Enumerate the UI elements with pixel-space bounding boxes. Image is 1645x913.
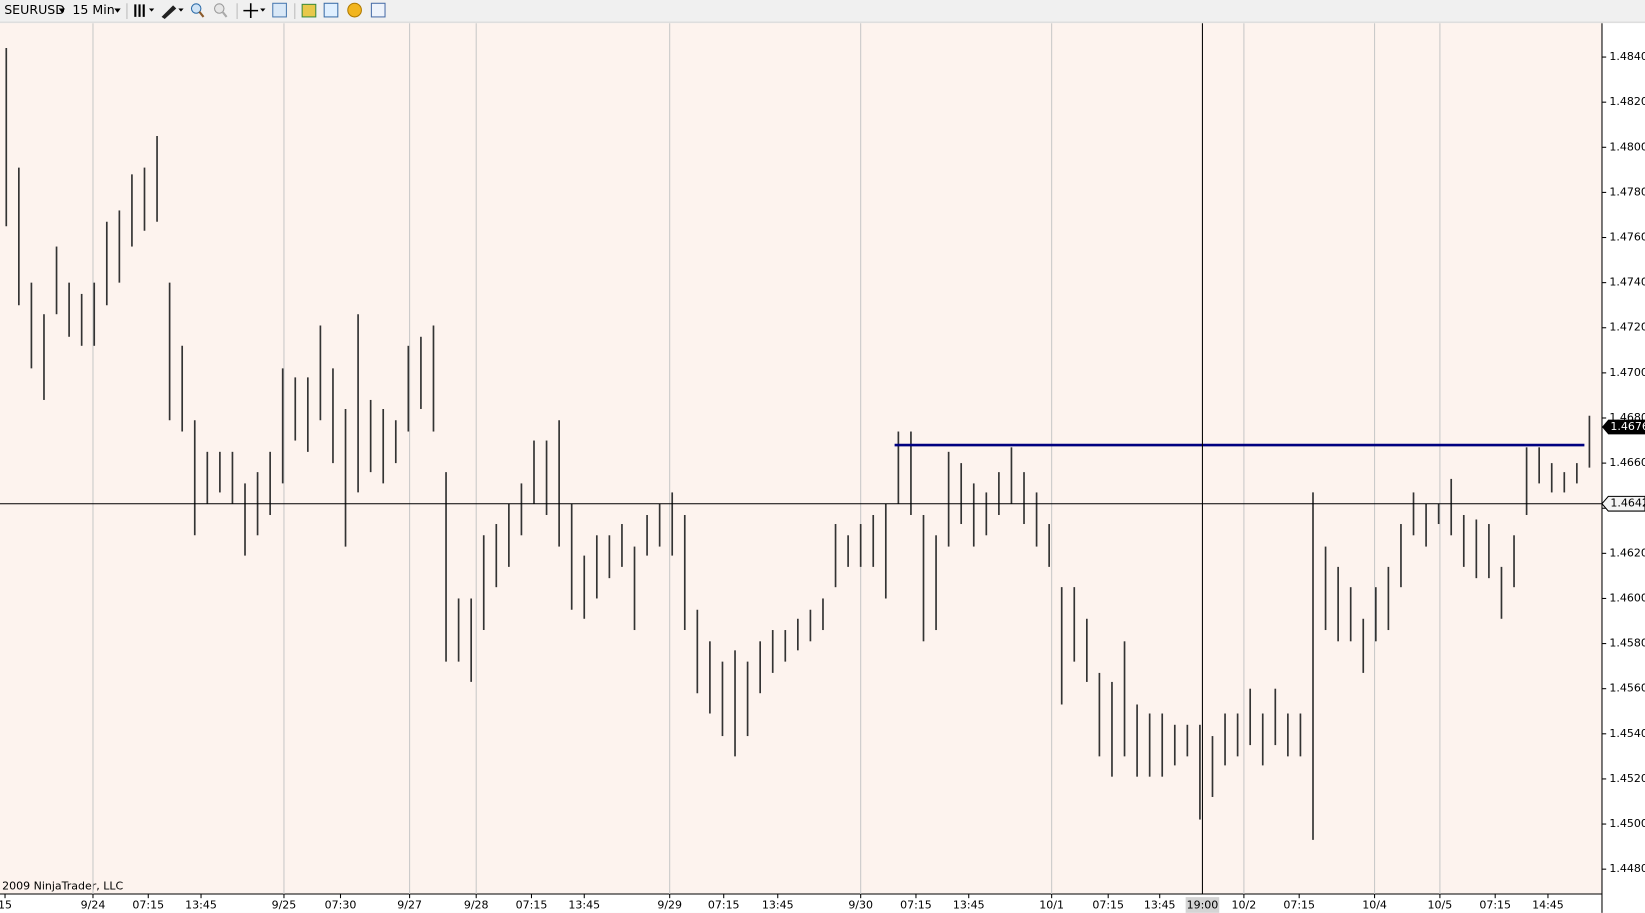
plot-layer	[0, 23, 1602, 894]
x-tick-label: 10/4	[1362, 899, 1387, 912]
x-tick-label: 13:45	[1144, 899, 1176, 912]
x-tick-label: 07:15	[516, 899, 548, 912]
y-tick-label: 1.4780	[1609, 185, 1645, 198]
y-tick-label: 1.4820	[1609, 95, 1645, 108]
dropdown-arrow[interactable]	[114, 8, 121, 13]
strategies-button[interactable]	[301, 3, 317, 18]
y-tick-label: 1.4560	[1609, 682, 1645, 695]
x-tick-label: 10/1	[1039, 899, 1064, 912]
x-tick-label: 9/25	[272, 899, 297, 912]
toolbar	[0, 0, 1645, 23]
y-tick-label: 1.4600	[1609, 591, 1645, 604]
x-tick-label: 9/27	[397, 899, 422, 912]
x-tick-label: 07:15	[708, 899, 740, 912]
drawing-tool-button[interactable]	[161, 5, 184, 20]
properties-button[interactable]	[272, 2, 287, 18]
zoom-in-button[interactable]	[190, 3, 205, 18]
x-tick-label: 15	[0, 899, 12, 912]
x-tick-label: 07:15	[1479, 899, 1511, 912]
y-tick-label: 1.4480	[1609, 862, 1645, 875]
dropdown-arrow[interactable]	[58, 8, 66, 13]
plot-area	[0, 23, 1602, 894]
last-price-label: 1.4676	[1610, 420, 1645, 433]
y-tick-label: 1.4840	[1609, 50, 1645, 63]
y-tick-label: 1.4580	[1609, 637, 1645, 650]
x-tick-label: 13:45	[568, 899, 600, 912]
instrument-selector[interactable]: SEURUSD	[4, 2, 65, 17]
y-tick-label: 1.4500	[1609, 817, 1645, 830]
x-tick-label: 07:30	[325, 899, 357, 912]
crosshair-price-box	[1601, 495, 1645, 512]
y-tick-label: 1.4620	[1609, 546, 1645, 559]
crosshair-time-label: 19:00	[1187, 899, 1219, 912]
crosshair-button[interactable]	[243, 3, 266, 18]
y-tick-label: 1.4760	[1609, 231, 1645, 244]
x-tick-label: 9/30	[848, 899, 873, 912]
x-tick-label: 07:15	[132, 899, 164, 912]
y-tick-label: 1.4660	[1609, 456, 1645, 469]
y-tick-label: 1.4740	[1609, 276, 1645, 289]
last-price-box	[1601, 419, 1645, 435]
indicators-button[interactable]	[323, 2, 339, 18]
y-tick-label: 1.4520	[1609, 772, 1645, 785]
interval-selector[interactable]: 15 Min	[72, 2, 114, 17]
x-tick-label: 13:45	[762, 899, 794, 912]
price-axis-area	[1601, 23, 1645, 913]
x-tick-label: 9/24	[81, 899, 106, 912]
x-tick-label: 9/29	[657, 899, 682, 912]
copyright: 2009 NinjaTrader, LLC	[2, 880, 123, 893]
crosshair-price-label: 1.4642	[1610, 497, 1645, 510]
bar-type-button[interactable]	[134, 4, 155, 17]
data-series-button[interactable]	[370, 2, 386, 18]
x-tick-label: 07:15	[900, 899, 932, 912]
data-box-button[interactable]	[347, 2, 362, 18]
x-tick-label: 07:15	[1092, 899, 1124, 912]
crosshair-time-box	[1185, 897, 1220, 913]
zoom-out-button[interactable]	[214, 3, 228, 18]
y-tick-label: 1.4720	[1609, 321, 1645, 334]
y-tick-label: 1.4540	[1609, 727, 1645, 740]
x-tick-label: 13:45	[953, 899, 985, 912]
x-tick-label: 10/5	[1428, 899, 1453, 912]
x-tick-label: 10/2	[1232, 899, 1257, 912]
y-tick-label: 1.4800	[1609, 140, 1645, 153]
y-tick-label: 1.4700	[1609, 366, 1645, 379]
x-tick-label: 13:45	[185, 899, 217, 912]
x-tick-label: 07:15	[1283, 899, 1315, 912]
x-tick-label: 9/28	[464, 899, 489, 912]
x-tick-label: 14:45	[1532, 899, 1564, 912]
